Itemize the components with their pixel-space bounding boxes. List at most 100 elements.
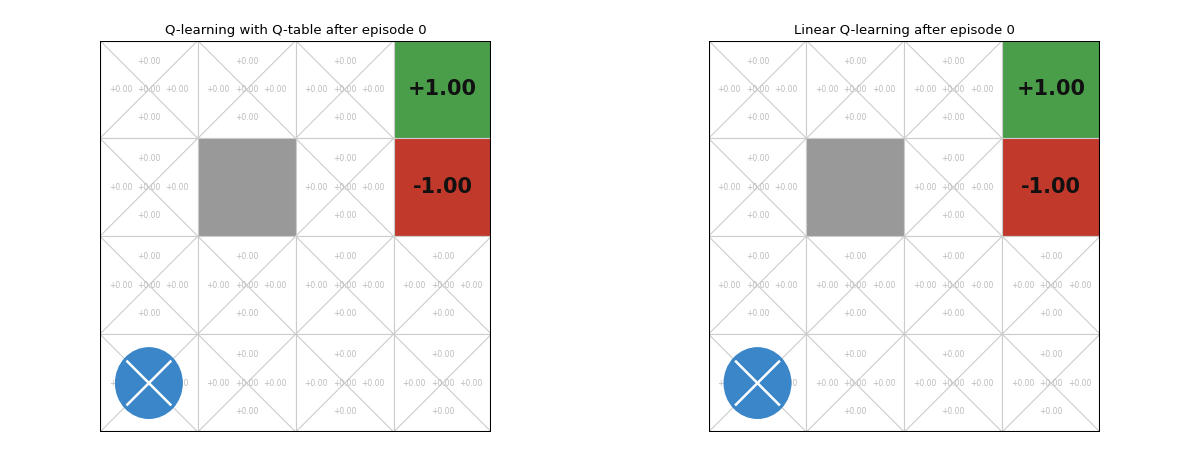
- Text: +0.00: +0.00: [235, 57, 258, 66]
- Text: +0.00: +0.00: [942, 407, 965, 416]
- Text: +0.00: +0.00: [970, 183, 994, 192]
- Text: +0.00: +0.00: [332, 57, 356, 66]
- Bar: [295, 334, 394, 432]
- Bar: [394, 139, 492, 236]
- Text: +0.00: +0.00: [431, 252, 454, 261]
- Text: +0.00: +0.00: [844, 281, 868, 290]
- Text: +0.00: +0.00: [746, 252, 769, 261]
- Text: +0.00: +0.00: [913, 378, 936, 387]
- Text: +0.00: +0.00: [970, 85, 994, 94]
- Text: +0.00: +0.00: [746, 85, 769, 94]
- Bar: [708, 236, 806, 334]
- Bar: [1002, 139, 1100, 236]
- Title: Q-learning with Q-table after episode 0: Q-learning with Q-table after episode 0: [164, 23, 426, 36]
- Bar: [905, 236, 1002, 334]
- Text: +0.00: +0.00: [305, 85, 328, 94]
- Text: +0.00: +0.00: [746, 211, 769, 220]
- Bar: [708, 139, 806, 236]
- Bar: [295, 139, 394, 236]
- Text: +0.00: +0.00: [746, 57, 769, 66]
- Text: +0.00: +0.00: [137, 154, 161, 163]
- Text: +0.00: +0.00: [872, 378, 895, 387]
- Text: +0.00: +0.00: [1039, 378, 1063, 387]
- Bar: [708, 334, 806, 432]
- Bar: [295, 236, 394, 334]
- Text: +0.00: +0.00: [332, 211, 356, 220]
- Text: +0.00: +0.00: [844, 113, 868, 122]
- Bar: [394, 236, 492, 334]
- Text: +0.00: +0.00: [774, 281, 798, 290]
- Text: +0.00: +0.00: [332, 85, 356, 94]
- Text: +0.00: +0.00: [774, 378, 798, 387]
- Text: +0.00: +0.00: [746, 378, 769, 387]
- Text: +0.00: +0.00: [1039, 350, 1063, 359]
- Text: -1.00: -1.00: [1021, 177, 1081, 197]
- Ellipse shape: [115, 348, 182, 418]
- Text: +0.00: +0.00: [844, 378, 868, 387]
- Text: +0.00: +0.00: [746, 183, 769, 192]
- Bar: [198, 236, 295, 334]
- Bar: [198, 40, 295, 139]
- Text: +0.00: +0.00: [109, 378, 132, 387]
- Bar: [1002, 334, 1100, 432]
- Text: +0.00: +0.00: [305, 183, 328, 192]
- Bar: [1002, 40, 1100, 139]
- Text: +0.00: +0.00: [235, 252, 258, 261]
- Text: +0.00: +0.00: [815, 281, 839, 290]
- Text: +0.00: +0.00: [844, 57, 868, 66]
- Text: +0.00: +0.00: [431, 350, 454, 359]
- Text: +0.00: +0.00: [166, 281, 188, 290]
- Text: +0.00: +0.00: [844, 85, 868, 94]
- Text: +0.00: +0.00: [913, 183, 936, 192]
- Text: +0.00: +0.00: [402, 378, 426, 387]
- Bar: [806, 334, 905, 432]
- Bar: [394, 40, 492, 139]
- Text: +0.00: +0.00: [206, 85, 230, 94]
- Text: +0.00: +0.00: [137, 281, 161, 290]
- Bar: [905, 334, 1002, 432]
- Bar: [295, 40, 394, 139]
- Text: +0.00: +0.00: [431, 309, 454, 318]
- Text: +0.00: +0.00: [361, 281, 385, 290]
- Text: +0.00: +0.00: [332, 350, 356, 359]
- Text: +0.00: +0.00: [431, 378, 454, 387]
- Text: -1.00: -1.00: [413, 177, 473, 197]
- Text: +0.00: +0.00: [235, 378, 258, 387]
- Text: +0.00: +0.00: [942, 281, 965, 290]
- Text: +0.00: +0.00: [1068, 281, 1091, 290]
- Text: +0.00: +0.00: [332, 378, 356, 387]
- Text: +0.00: +0.00: [942, 309, 965, 318]
- Text: +0.00: +0.00: [844, 350, 868, 359]
- Text: +0.00: +0.00: [332, 309, 356, 318]
- Text: +0.00: +0.00: [206, 378, 230, 387]
- Text: +0.00: +0.00: [137, 113, 161, 122]
- Text: +0.00: +0.00: [137, 309, 161, 318]
- Text: +0.00: +0.00: [718, 281, 740, 290]
- Text: +0.00: +0.00: [746, 281, 769, 290]
- Text: +0.00: +0.00: [137, 85, 161, 94]
- Bar: [100, 236, 198, 334]
- Text: +0.00: +0.00: [137, 211, 161, 220]
- Text: +0.00: +0.00: [166, 85, 188, 94]
- Text: +0.00: +0.00: [431, 281, 454, 290]
- Text: +0.00: +0.00: [913, 281, 936, 290]
- Text: +0.00: +0.00: [332, 252, 356, 261]
- Text: +0.00: +0.00: [815, 378, 839, 387]
- Text: +0.00: +0.00: [166, 378, 188, 387]
- Text: +0.00: +0.00: [235, 350, 258, 359]
- Text: +0.00: +0.00: [235, 281, 258, 290]
- Text: +0.00: +0.00: [718, 378, 740, 387]
- Bar: [1002, 236, 1100, 334]
- Text: +0.00: +0.00: [137, 252, 161, 261]
- Text: +0.00: +0.00: [264, 85, 287, 94]
- Text: +1.00: +1.00: [408, 80, 478, 99]
- Text: +0.00: +0.00: [718, 85, 740, 94]
- Text: +0.00: +0.00: [431, 407, 454, 416]
- Text: +0.00: +0.00: [460, 281, 482, 290]
- Text: +0.00: +0.00: [305, 281, 328, 290]
- Text: +0.00: +0.00: [718, 183, 740, 192]
- Text: +0.00: +0.00: [332, 113, 356, 122]
- Bar: [708, 40, 806, 139]
- Text: +0.00: +0.00: [332, 281, 356, 290]
- Text: +0.00: +0.00: [1012, 378, 1034, 387]
